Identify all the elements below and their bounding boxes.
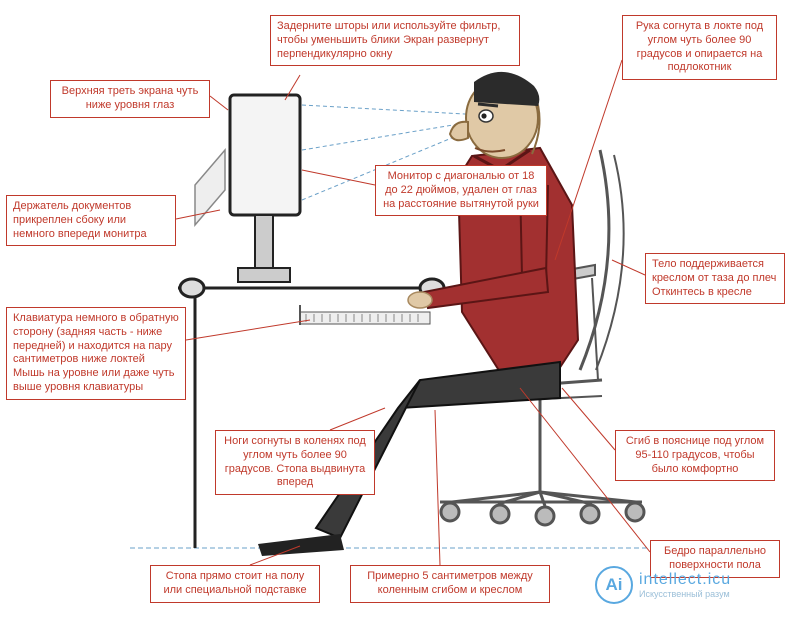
callout-seat-gap: Примерно 5 сантиметров между коленным сг… [350,565,550,603]
desk [178,279,445,548]
watermark-title: intellect.icu [639,571,731,589]
hair [474,72,539,106]
ergonomics-diagram: Верхняя треть экрана чуть ниже уровня гл… [0,0,788,622]
callout-lumbar: Сгиб в пояснице под углом 95-110 градусо… [615,430,775,481]
callout-knees: Ноги согнуты в коленях под углом чуть бо… [215,430,375,495]
watermark: Ai intellect.icu Искусственный разум [595,566,731,604]
monitor [195,95,300,282]
mouth [475,148,505,152]
callout-elbow: Рука согнута в локте под углом чуть боле… [622,15,777,80]
eyebrow [478,104,498,106]
ear [532,92,540,154]
watermark-icon: Ai [595,566,633,604]
callout-screen-top: Верхняя треть экрана чуть ниже уровня гл… [50,80,210,118]
callout-feet: Стопа прямо стоит на полу или специально… [150,565,320,603]
watermark-subtitle: Искусственный разум [639,589,731,599]
callout-doc-holder: Держатель документов прикреплен сбоку ил… [6,195,176,246]
callout-body-back: Тело поддерживается креслом от таза до п… [645,253,785,304]
callout-keyboard: Клавиатура немного в обратную сторону (з… [6,307,186,400]
nose [450,122,468,141]
callout-curtains: Задерните шторы или используйте фильтр, … [270,15,520,66]
callout-monitor-size: Монитор с диагональю от 18 до 22 дюймов,… [375,165,547,216]
